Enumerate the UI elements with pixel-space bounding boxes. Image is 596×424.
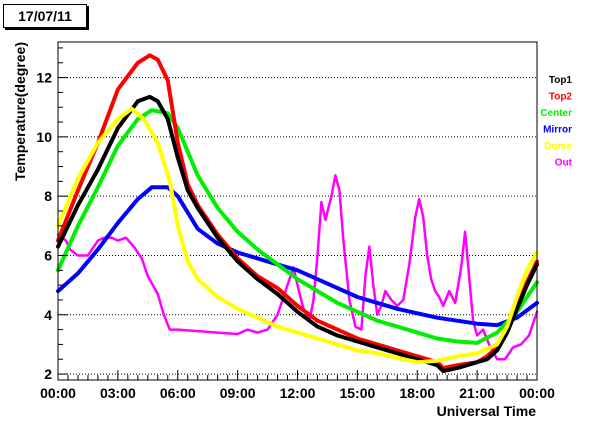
legend-entry-dome: Dome xyxy=(544,141,572,152)
y-tick-label: 10 xyxy=(36,129,52,145)
y-tick-label: 2 xyxy=(44,366,52,382)
x-tick-label: 06:00 xyxy=(160,385,196,401)
legend-entry-center: Center xyxy=(540,108,572,119)
x-tick-label: 00:00 xyxy=(40,385,76,401)
y-tick-label: 6 xyxy=(44,247,52,263)
x-axis-label: Universal Time xyxy=(437,403,537,419)
x-tick-label: 03:00 xyxy=(100,385,136,401)
series-line-dome xyxy=(56,106,539,365)
legend-entry-mirror: Mirror xyxy=(543,125,572,136)
chart-title: 17/07/11 xyxy=(3,4,87,28)
series-line-top1 xyxy=(56,94,539,374)
y-tick-label: 12 xyxy=(36,70,52,86)
x-tick-label: 21:00 xyxy=(459,385,495,401)
x-tick-label: 00:00 xyxy=(519,385,555,401)
legend: Top1 Top2 Center Mirror Dome Out xyxy=(540,75,572,169)
legend-entry-top2: Top2 xyxy=(549,92,573,103)
y-axis-label: Temperature(degree) xyxy=(12,42,28,181)
grid-lines xyxy=(58,77,537,375)
series-line-mirror xyxy=(56,185,539,328)
legend-entry-top1: Top1 xyxy=(549,75,573,86)
x-tick-label: 15:00 xyxy=(339,385,375,401)
x-tick-label: 18:00 xyxy=(399,385,435,401)
x-tick-label: 12:00 xyxy=(280,385,316,401)
axes: 2 4 6 8 10 12 00:00 03:00 06:00 09:00 12:00 15:00 18… xyxy=(36,47,555,401)
y-tick-label: 4 xyxy=(44,307,52,323)
series-layer xyxy=(56,53,539,374)
legend-entry-out: Out xyxy=(555,158,573,169)
x-tick-label: 09:00 xyxy=(220,385,256,401)
series-line-out xyxy=(56,174,539,361)
y-tick-label: 8 xyxy=(44,188,52,204)
